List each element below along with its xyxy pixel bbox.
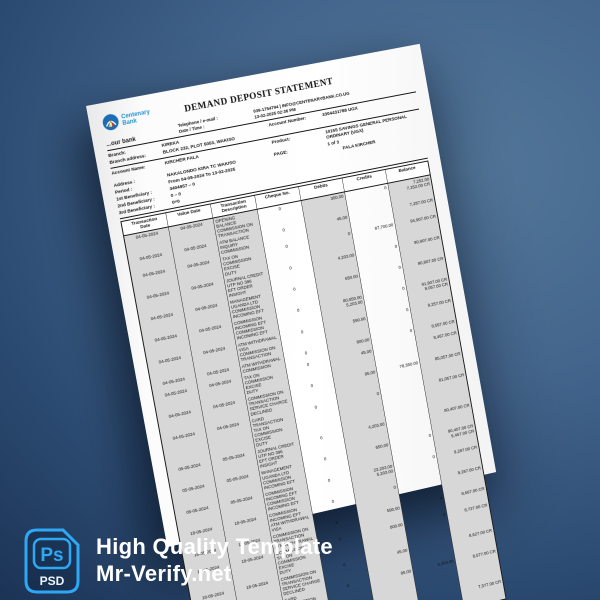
- statement-header: Centenary Bank DEMAND DEPOSIT STATEMENT: [101, 56, 414, 136]
- page-label: PAGE:: [273, 149, 289, 158]
- statement-page: Centenary Bank DEMAND DEPOSIT STATEMENT …: [86, 44, 507, 600]
- watermark-text: High Quality Template Mr-Verify.net: [96, 534, 333, 588]
- svg-text:Ps: Ps: [40, 545, 63, 566]
- watermark-line2: Mr-Verify.net: [96, 561, 232, 586]
- photoshop-psd-badge-icon: Ps PSD: [24, 528, 80, 594]
- bank-logo: Centenary Bank: [101, 106, 152, 132]
- watermark-bar: Ps PSD High Quality Template Mr-Verify.n…: [24, 528, 333, 594]
- watermark-line1: High Quality Template: [96, 534, 333, 560]
- svg-text:PSD: PSD: [40, 574, 65, 588]
- centenary-bank-logo-icon: [102, 114, 119, 131]
- statement-document: Centenary Bank DEMAND DEPOSIT STATEMENT …: [86, 43, 507, 600]
